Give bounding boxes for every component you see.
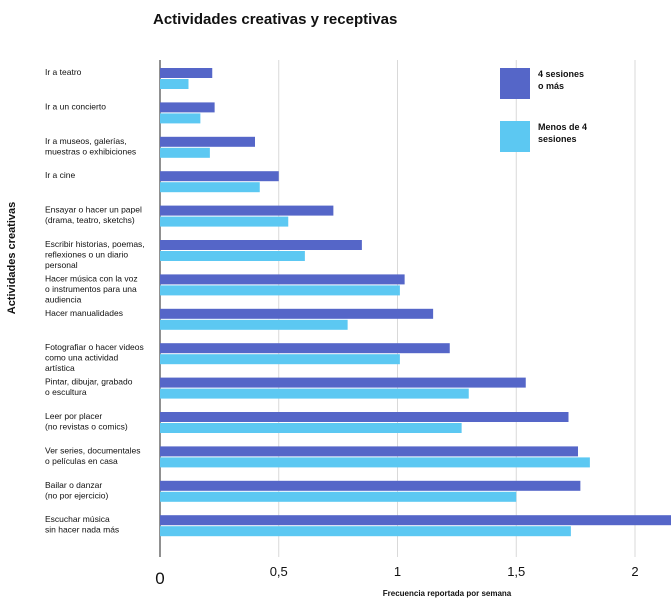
x-tick-label: 0: [155, 569, 164, 588]
category-label: Bailar o danzar (no por ejercicio): [45, 480, 108, 501]
x-axis-title: Frecuencia reportada por semana: [383, 589, 512, 598]
bar: [160, 240, 362, 250]
category-labels: Ir a teatro Ir a un concierto Ir a museos,…: [45, 67, 145, 535]
category-label: Escribir historias, poemas, reflexiones o…: [45, 239, 145, 270]
bar: [160, 136, 255, 147]
bar: [160, 285, 400, 296]
bar: [160, 377, 526, 388]
bar: [160, 147, 210, 158]
bars: [160, 68, 671, 537]
y-axis-title: Actividades creativas: [6, 202, 18, 315]
bar: [160, 171, 279, 182]
category-label: Ir a un concierto: [45, 101, 106, 111]
legend: 4 sesiones o más Menos de 4 sesiones: [500, 68, 587, 152]
legend-swatch: [500, 68, 530, 99]
x-tick-label: 2: [631, 564, 638, 579]
bar: [160, 423, 462, 433]
bar: [160, 457, 590, 468]
bar: [160, 480, 581, 491]
legend-label: Menos de 4 sesiones: [538, 122, 587, 144]
category-label: Leer por placer (no revistas o comics): [45, 411, 128, 432]
bar: [160, 388, 469, 399]
category-label: Hacer manualidades: [45, 308, 123, 318]
bar: [160, 79, 189, 89]
category-label: Pintar, dibujar, grabado o escultura: [45, 377, 133, 398]
x-tick-label: 1: [394, 564, 401, 579]
category-label: Ir a cine: [45, 170, 76, 180]
bar: [160, 526, 571, 537]
bar: [160, 515, 671, 526]
category-label: Fotografiar o hacer videos como una activ…: [45, 342, 144, 373]
category-label: Escuchar música sin hacer nada más: [45, 514, 119, 535]
bar: [160, 102, 215, 113]
bar: [160, 251, 305, 261]
bar: [160, 412, 569, 422]
category-label: Ir a teatro: [45, 67, 82, 77]
bar: [160, 205, 334, 216]
legend-label: 4 sesiones o más: [538, 69, 584, 91]
bar: [160, 308, 434, 319]
bar: [160, 274, 405, 285]
x-tick-label: 0,5: [270, 564, 288, 579]
bar: [160, 319, 348, 330]
category-label: Ver series, documentales o películas en c…: [45, 445, 140, 466]
bar: [160, 113, 201, 124]
bar: [160, 491, 517, 502]
legend-swatch: [500, 121, 530, 152]
bar: [160, 216, 289, 227]
category-label: Ir a museos, galerías, muestras o exhibic…: [45, 136, 136, 157]
bar: [160, 182, 260, 193]
chart-title: Actividades creativas y receptivas: [153, 11, 397, 28]
bar: [160, 354, 400, 365]
bar: [160, 343, 450, 354]
bar: [160, 446, 578, 457]
category-label: Hacer música con la voz o instrumentos pa…: [45, 273, 138, 304]
x-tick-labels: 0 0,5 1 1,5 2: [155, 564, 638, 588]
x-tick-label: 1,5: [507, 564, 525, 579]
category-label: Ensayar o hacer un papel (drama, teatro, …: [45, 205, 142, 226]
bar: [160, 68, 213, 78]
